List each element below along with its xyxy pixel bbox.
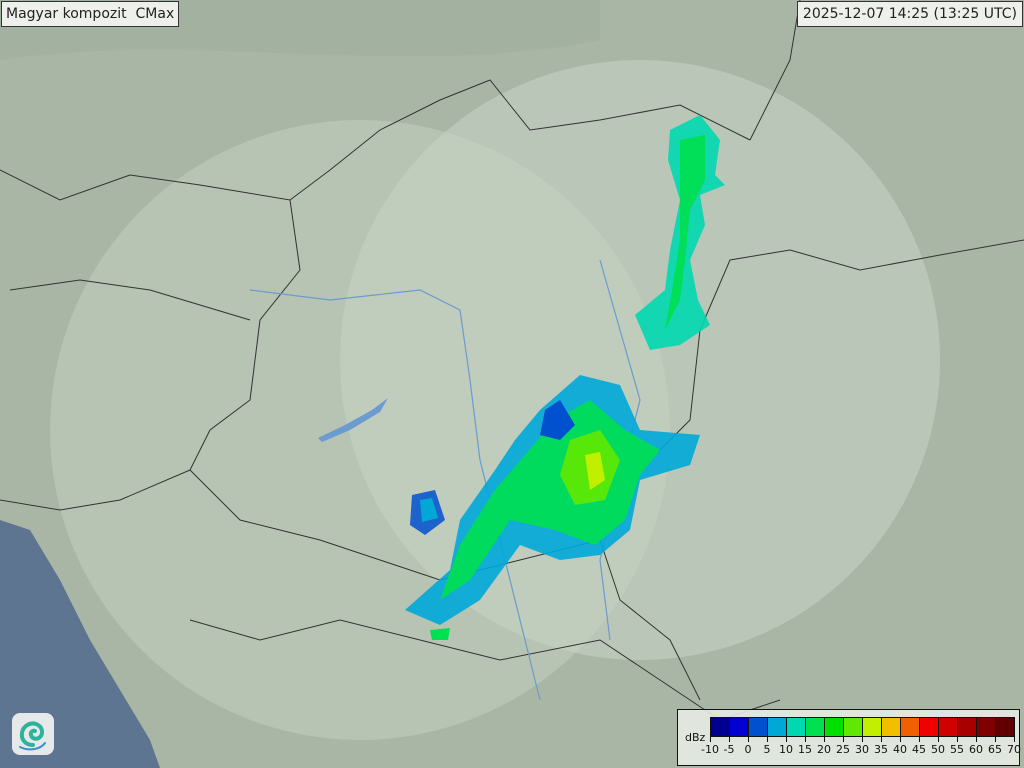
tick-label: 35 bbox=[874, 743, 888, 756]
color-scale bbox=[710, 717, 1015, 737]
color-cell bbox=[920, 718, 939, 736]
tick-mark bbox=[805, 736, 806, 742]
color-cell bbox=[977, 718, 996, 736]
tick-mark bbox=[881, 736, 882, 742]
tick-label: 30 bbox=[855, 743, 869, 756]
tick-mark bbox=[767, 736, 768, 742]
tick-label: 5 bbox=[763, 743, 771, 756]
radar-coverage-west bbox=[50, 120, 670, 740]
tick-mark bbox=[957, 736, 958, 742]
tick-mark bbox=[786, 736, 787, 742]
tick-label: 70 bbox=[1007, 743, 1021, 756]
color-cell bbox=[882, 718, 901, 736]
tick-label: 15 bbox=[798, 743, 812, 756]
tick-label: -5 bbox=[723, 743, 735, 756]
tick-mark bbox=[995, 736, 996, 742]
country-borders bbox=[0, 0, 1024, 721]
tick-mark bbox=[824, 736, 825, 742]
dbz-legend: dBz -10 -5 0 5 10 15 20 25 30 35 40 45 50 55 60 65 70 bbox=[677, 709, 1021, 766]
tick-label: 25 bbox=[836, 743, 850, 756]
color-cell bbox=[730, 718, 749, 736]
tick-mark bbox=[843, 736, 844, 742]
color-cell bbox=[749, 718, 768, 736]
color-cell bbox=[806, 718, 825, 736]
radar-echoes bbox=[405, 115, 725, 640]
color-cell bbox=[901, 718, 920, 736]
color-cell bbox=[996, 718, 1014, 736]
tick-label: 40 bbox=[893, 743, 907, 756]
tick-label: 45 bbox=[912, 743, 926, 756]
tick-mark bbox=[1014, 736, 1015, 742]
color-cell bbox=[711, 718, 730, 736]
tick-mark bbox=[710, 736, 711, 742]
legend-unit: dBz bbox=[685, 731, 706, 744]
color-cell bbox=[958, 718, 977, 736]
tick-label: 10 bbox=[779, 743, 793, 756]
timestamp: 2025-12-07 14:25 (13:25 UTC) bbox=[796, 1, 1023, 27]
color-cell bbox=[939, 718, 958, 736]
swirl-logo-icon bbox=[12, 713, 54, 755]
tick-mark bbox=[900, 736, 901, 742]
lake-balaton bbox=[318, 398, 388, 442]
tick-label: -10 bbox=[701, 743, 719, 756]
tick-label: 50 bbox=[931, 743, 945, 756]
tick-mark bbox=[862, 736, 863, 742]
tick-mark bbox=[976, 736, 977, 742]
tick-label: 55 bbox=[950, 743, 964, 756]
color-cell bbox=[863, 718, 882, 736]
tick-mark bbox=[938, 736, 939, 742]
color-cell bbox=[787, 718, 806, 736]
tick-label: 0 bbox=[744, 743, 752, 756]
tick-label: 20 bbox=[817, 743, 831, 756]
tick-mark bbox=[919, 736, 920, 742]
legend-ticks: -10 -5 0 5 10 15 20 25 30 35 40 45 50 55 60 65 70 bbox=[701, 736, 1021, 762]
color-cell bbox=[768, 718, 787, 736]
map-title: Magyar kompozit CMax bbox=[1, 1, 180, 27]
adriatic-sea bbox=[0, 520, 160, 768]
tick-label: 65 bbox=[988, 743, 1002, 756]
tick-mark bbox=[748, 736, 749, 742]
color-cell bbox=[825, 718, 844, 736]
tick-mark bbox=[729, 736, 730, 742]
color-cell bbox=[844, 718, 863, 736]
tick-label: 60 bbox=[969, 743, 983, 756]
